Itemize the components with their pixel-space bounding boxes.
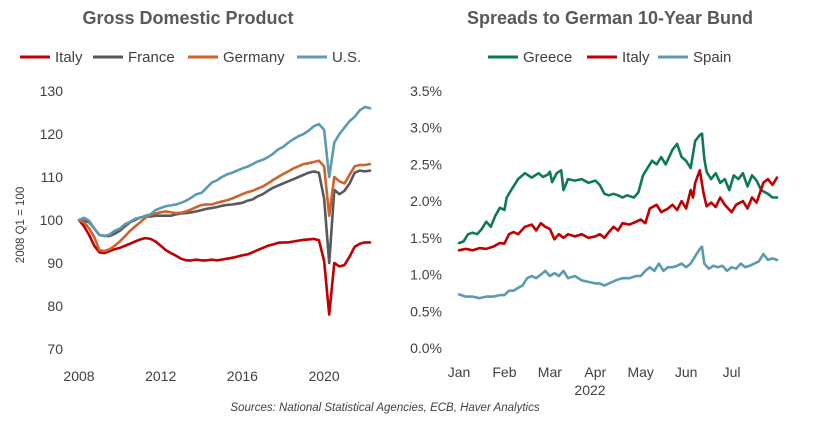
gdp-chart: Gross Domestic Product Italy France German… xyxy=(15,8,372,384)
spreads-y-tick-label: 0.5% xyxy=(410,303,442,319)
spreads-y-tick-label: 3.5% xyxy=(410,83,442,99)
spreads-y-tick-label: 0.0% xyxy=(410,340,442,356)
gdp-y-tick-label: 110 xyxy=(41,169,64,185)
spreads-series-spain xyxy=(457,245,779,300)
spreads-series-italy xyxy=(457,169,779,252)
legend-label: France xyxy=(128,49,175,66)
legend-label: U.S. xyxy=(332,49,361,66)
spreads-x-tick-label: Jul xyxy=(723,364,741,380)
spreads-x-tick-label: May xyxy=(627,364,653,380)
gdp-series-germany xyxy=(77,159,372,253)
spreads-chart-lines xyxy=(457,132,779,300)
gdp-series-u-s xyxy=(77,105,372,238)
gdp-y-tick-label: 90 xyxy=(47,255,63,271)
gdp-y-tick-label: 70 xyxy=(47,341,63,357)
gdp-x-tick-label: 2012 xyxy=(145,368,176,384)
gdp-chart-y-axis-label: 2008 Q1 = 100 xyxy=(15,187,27,263)
spreads-chart: Spreads to German 10-Year Bund Greece Ita… xyxy=(410,8,779,398)
gdp-chart-legend: Italy France Germany U.S. xyxy=(20,49,361,66)
gdp-chart-y-axis: 2008 Q1 = 100 xyxy=(15,187,27,263)
legend-item-germany: Germany xyxy=(188,49,285,66)
spreads-x-tick-label: Feb xyxy=(492,364,516,380)
spreads-y-tick-label: 1.0% xyxy=(410,267,442,283)
spreads-chart-title: Spreads to German 10-Year Bund xyxy=(467,8,753,28)
spreads-y-tick-label: 2.0% xyxy=(410,193,442,209)
gdp-chart-ticks: 70 80 90 100 110 120 130 2008 2012 2016 2020 xyxy=(40,83,340,384)
spreads-chart-legend: Greece Italy Spain xyxy=(488,49,731,66)
legend-label: Italy xyxy=(55,49,83,66)
legend-label: Germany xyxy=(223,49,285,66)
spreads-x-tick-label: Mar xyxy=(538,364,562,380)
gdp-y-tick-label: 130 xyxy=(40,83,64,99)
spreads-x-tick-label: Apr xyxy=(584,364,606,380)
source-note: Sources: National Statistical Agencies, … xyxy=(230,402,539,414)
spreads-x-tick-label: Jun xyxy=(675,364,698,380)
legend-label: Italy xyxy=(622,49,650,66)
spreads-series-greece xyxy=(457,132,779,245)
spreads-y-tick-label: 1.5% xyxy=(410,230,442,246)
legend-item-italy: Italy xyxy=(587,49,650,66)
legend-label: Spain xyxy=(693,49,731,66)
legend-label: Greece xyxy=(523,49,572,66)
gdp-x-tick-label: 2008 xyxy=(63,368,94,384)
spreads-y-tick-label: 3.0% xyxy=(410,120,442,136)
gdp-y-tick-label: 80 xyxy=(47,298,63,314)
gdp-series-italy xyxy=(77,218,372,316)
legend-item-greece: Greece xyxy=(488,49,572,66)
legend-item-u-s: U.S. xyxy=(297,49,361,66)
spreads-chart-ticks: 0.0% 0.5% 1.0% 1.5% 2.0% 2.5% 3.0% 3.5% Jan Feb Ma… xyxy=(410,83,740,380)
gdp-x-tick-label: 2016 xyxy=(227,368,258,384)
gdp-y-tick-label: 120 xyxy=(40,126,64,142)
legend-item-spain: Spain xyxy=(658,49,731,66)
gdp-chart-title: Gross Domestic Product xyxy=(82,8,293,28)
legend-item-france: France xyxy=(93,49,175,66)
spreads-x-tick-label: Jan xyxy=(448,364,471,380)
gdp-chart-lines xyxy=(77,105,372,316)
spreads-chart-x-axis-label: 2022 xyxy=(574,382,605,398)
legend-item-italy: Italy xyxy=(20,49,83,66)
gdp-y-tick-label: 100 xyxy=(40,212,64,228)
spreads-y-tick-label: 2.5% xyxy=(410,156,442,172)
gdp-x-tick-label: 2020 xyxy=(308,368,339,384)
